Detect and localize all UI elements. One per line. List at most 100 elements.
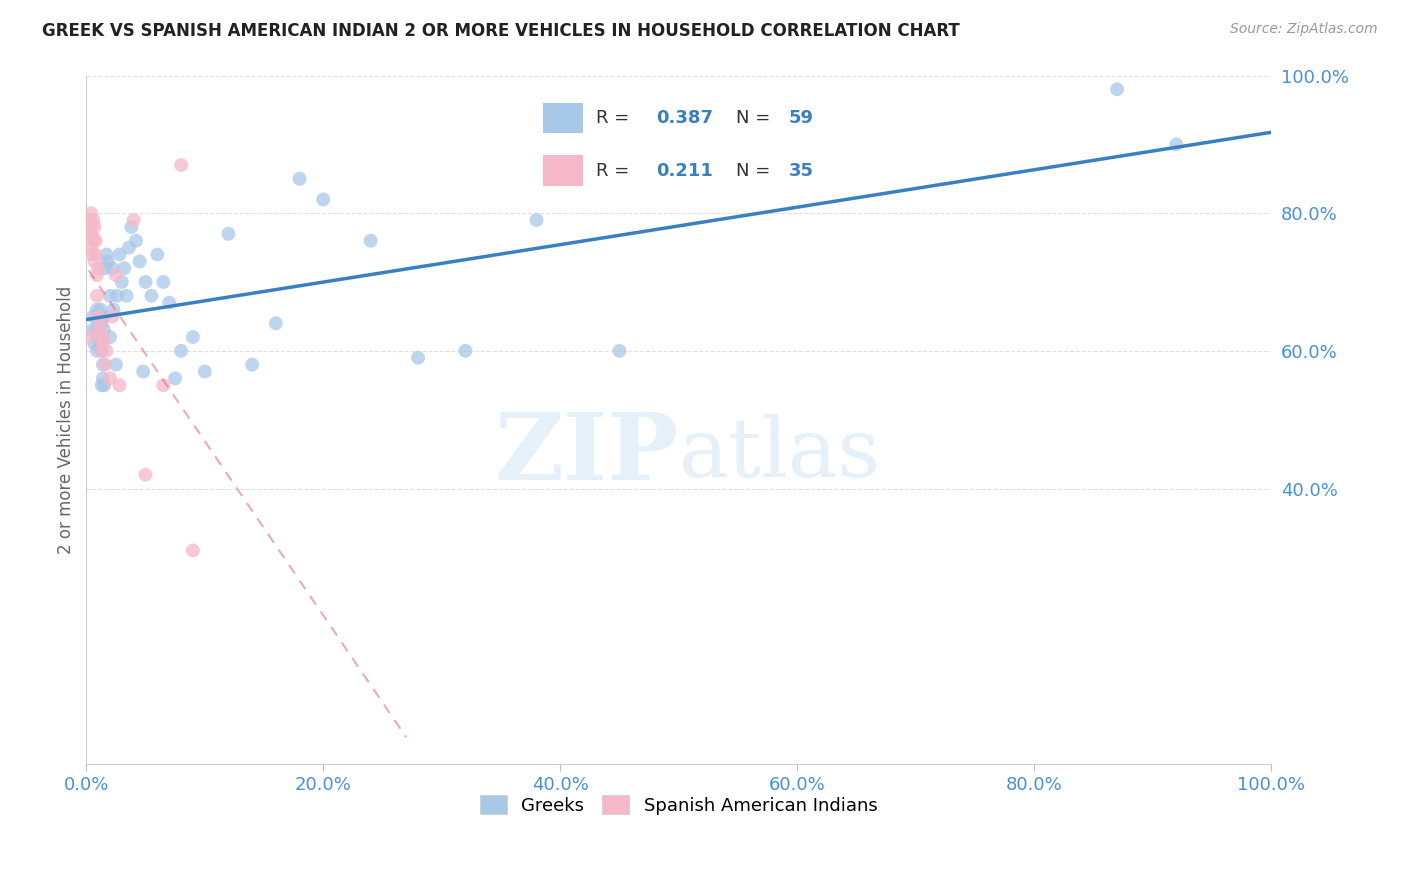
Point (312, 193, 335, 207)
Point (288, 171, 311, 186)
Point (93, 310, 115, 324)
Point (97, 254, 120, 268)
Point (87, 330, 110, 344)
Point (93, 378, 115, 392)
Point (101, 310, 124, 324)
Point (217, 227, 239, 241)
Point (125, 234, 148, 248)
Point (454, 343, 477, 358)
Point (104, 358, 127, 372)
Point (146, 247, 169, 261)
Point (105, 289, 128, 303)
Point (240, 358, 263, 372)
Point (104, 268, 127, 282)
Point (83, 254, 105, 268)
Point (86, 289, 108, 303)
Text: ZIP: ZIP (495, 409, 679, 500)
Point (94, 261, 117, 276)
Point (82, 247, 104, 261)
Point (89, 310, 111, 324)
Point (98, 371, 121, 385)
Point (90, 316, 112, 330)
Point (94, 358, 117, 372)
Point (122, 213, 145, 227)
Point (82, 323, 104, 337)
Point (90, 343, 112, 358)
Point (79, 213, 101, 227)
Point (79, 227, 101, 241)
Point (406, 351, 429, 365)
Point (93, 330, 115, 344)
Point (86, 302, 108, 317)
Point (89, 302, 111, 317)
Point (108, 378, 131, 392)
Point (77, 330, 100, 344)
Point (152, 275, 174, 289)
Point (170, 343, 193, 358)
Point (83, 219, 105, 234)
Point (181, 330, 204, 344)
Point (170, 158, 193, 172)
Point (90, 378, 112, 392)
Point (111, 275, 134, 289)
Point (87, 310, 110, 324)
Point (84, 234, 107, 248)
Point (80, 219, 103, 234)
Point (86, 268, 108, 282)
Point (120, 219, 142, 234)
Point (135, 467, 157, 482)
Point (80, 206, 103, 220)
Point (157, 295, 180, 310)
Point (118, 241, 141, 255)
Point (108, 247, 131, 261)
Point (141, 289, 163, 303)
Point (93, 323, 115, 337)
Point (89, 316, 111, 330)
Text: atlas: atlas (679, 414, 880, 494)
Point (181, 543, 204, 558)
Point (101, 261, 124, 276)
Point (91, 371, 114, 385)
Point (87, 261, 110, 276)
Point (96, 343, 118, 358)
Point (1107, 82, 1129, 96)
Point (89, 337, 111, 351)
Legend: Greeks, Spanish American Indians: Greeks, Spanish American Indians (471, 786, 887, 823)
Point (135, 275, 157, 289)
Point (526, 213, 548, 227)
Point (82, 213, 104, 227)
Text: GREEK VS SPANISH AMERICAN INDIAN 2 OR MORE VEHICLES IN HOUSEHOLD CORRELATION CHA: GREEK VS SPANISH AMERICAN INDIAN 2 OR MO… (42, 22, 960, 40)
Point (115, 289, 138, 303)
Point (128, 254, 150, 268)
Point (89, 330, 111, 344)
Point (82, 234, 104, 248)
Point (90, 343, 112, 358)
Point (80, 241, 103, 255)
Y-axis label: 2 or more Vehicles in Household: 2 or more Vehicles in Household (58, 285, 75, 554)
Point (89, 330, 111, 344)
Point (264, 316, 287, 330)
Point (91, 358, 114, 372)
Point (86, 343, 108, 358)
Point (194, 364, 217, 378)
Point (360, 234, 382, 248)
Point (96, 247, 118, 261)
Point (82, 310, 104, 324)
Point (112, 261, 135, 276)
Point (84, 247, 107, 261)
Point (98, 289, 121, 303)
Point (132, 364, 155, 378)
Point (152, 378, 174, 392)
Point (83, 337, 105, 351)
Point (87, 323, 110, 337)
Point (84, 323, 107, 337)
Point (165, 371, 187, 385)
Text: Source: ZipAtlas.com: Source: ZipAtlas.com (1230, 22, 1378, 37)
Point (91, 337, 114, 351)
Point (82, 227, 104, 241)
Point (87, 316, 110, 330)
Point (103, 302, 125, 317)
Point (1166, 137, 1188, 152)
Point (609, 343, 631, 358)
Point (98, 330, 121, 344)
